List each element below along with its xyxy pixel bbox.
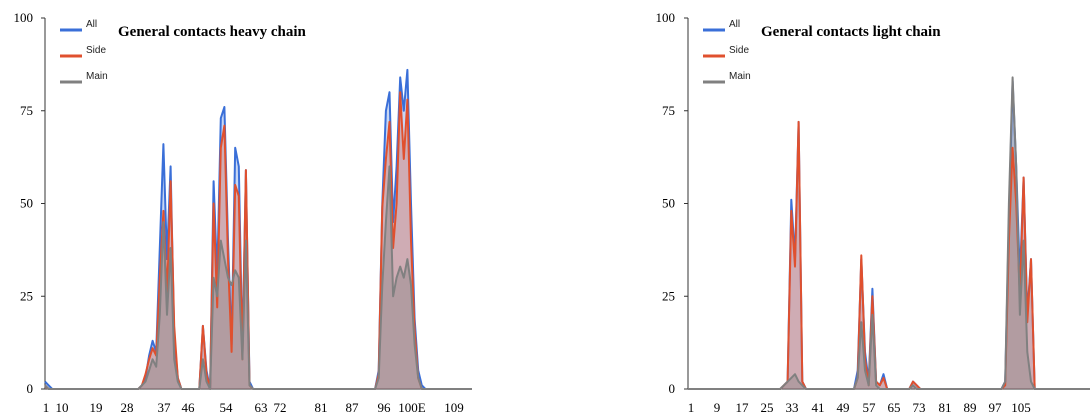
series-area-main — [45, 166, 472, 389]
x-tick-label: 97 — [989, 400, 1003, 415]
x-tick-label: 37 — [158, 400, 172, 415]
heavy-chain-svg: 0 25 50 75 100 1 10 19 28 37 46 54 63 72 81 87 96 100E 109… — [14, 10, 472, 415]
x-tick-label: 41 — [812, 400, 825, 415]
x-tick-label: 96 — [378, 400, 392, 415]
chart-title: General contacts light chain — [761, 24, 941, 40]
series-line-side — [44, 91, 472, 390]
x-tick-label: 87 — [346, 400, 360, 415]
chart-title: General contacts heavy chain — [118, 24, 307, 40]
legend-label-main: Main — [729, 71, 751, 82]
legend-label-all: All — [729, 19, 740, 30]
x-tick-label: 17 — [736, 400, 750, 415]
y-tick-label: 50 — [20, 196, 33, 211]
x-tick-label: 1 — [688, 400, 695, 415]
x-tick-label: 73 — [913, 400, 926, 415]
x-tick-label: 54 — [220, 400, 234, 415]
x-tick-label: 1 — [43, 400, 50, 415]
x-tick-label: 49 — [837, 400, 850, 415]
x-tick-label: 63 — [255, 400, 268, 415]
x-tick-label: 25 — [761, 400, 774, 415]
x-tick-label: 81 — [315, 400, 328, 415]
x-tick-label: 100E — [398, 400, 426, 415]
series-area-side — [45, 92, 472, 389]
x-tick-label: 46 — [182, 400, 196, 415]
y-tick-label: 75 — [662, 103, 675, 118]
x-tick-label: 33 — [786, 400, 799, 415]
series-line-main — [44, 165, 472, 390]
y-tick-label: 0 — [27, 381, 34, 396]
y-tick-label: 100 — [656, 10, 676, 25]
legend-label-all: All — [86, 19, 97, 30]
light-chain-chart: 0 25 50 75 100 1 9 17 25 33 41 49 57 65 73 81 89 97 105 All… — [545, 0, 1090, 418]
series-area-side — [688, 121, 1090, 390]
x-tick-label: 72 — [274, 400, 287, 415]
y-tick-label: 100 — [14, 10, 34, 25]
light-chain-svg: 0 25 50 75 100 1 9 17 25 33 41 49 57 65 73 81 89 97 105 All… — [656, 10, 1090, 415]
x-tick-label: 57 — [863, 400, 877, 415]
x-tick-label: 89 — [964, 400, 977, 415]
x-tick-label: 65 — [888, 400, 901, 415]
x-tick-label: 28 — [121, 400, 134, 415]
y-tick-label: 75 — [20, 103, 33, 118]
x-tick-label: 81 — [939, 400, 952, 415]
series-area-all — [45, 69, 472, 390]
y-tick-label: 25 — [20, 288, 33, 303]
legend-label-side: Side — [86, 45, 106, 56]
legend-label-main: Main — [86, 71, 108, 82]
legend-label-side: Side — [729, 45, 749, 56]
y-tick-label: 50 — [662, 196, 675, 211]
x-tick-label: 9 — [714, 400, 721, 415]
x-tick-label: 10 — [56, 400, 69, 415]
y-tick-label: 25 — [662, 288, 675, 303]
x-tick-label: 19 — [90, 400, 103, 415]
heavy-chain-chart: 0 25 50 75 100 1 10 19 28 37 46 54 63 72 81 87 96 100E 109… — [14, 10, 472, 415]
x-tick-label: 105 — [1011, 400, 1031, 415]
series-line-main — [688, 76, 1090, 390]
y-tick-label: 0 — [669, 381, 676, 396]
x-tick-label: 109 — [444, 400, 464, 415]
